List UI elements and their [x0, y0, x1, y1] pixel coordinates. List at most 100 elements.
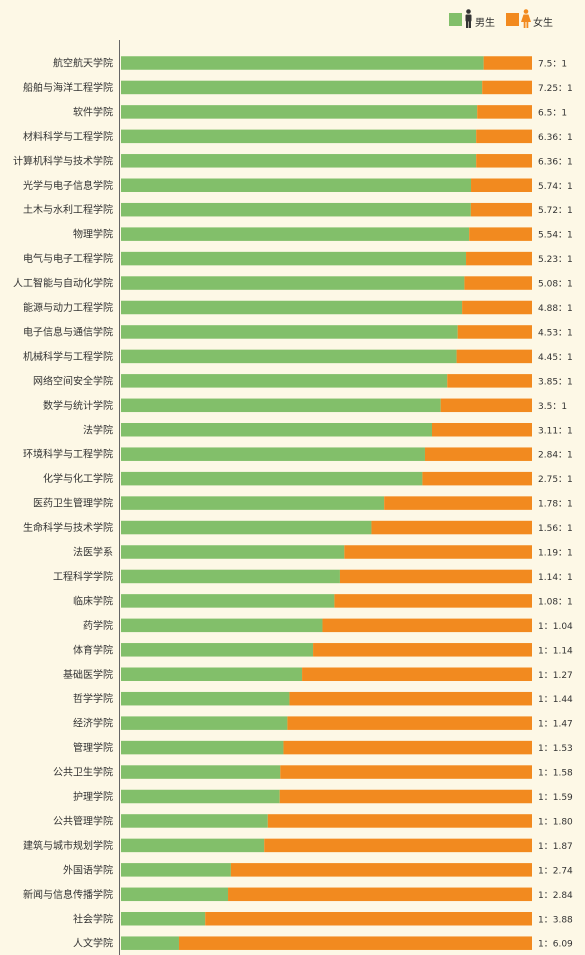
category-label: 电气与电子工程学院 [23, 252, 113, 265]
bar-female [476, 154, 532, 168]
ratio-label: 1：6.09 [538, 940, 573, 950]
bar-male [121, 178, 472, 192]
bar-row: 化学与化工学院 2.75：1 [43, 471, 573, 486]
bar-male [121, 471, 423, 486]
bar-female [228, 887, 532, 902]
bar-male [121, 202, 471, 217]
ratio-label: 7.5：1 [538, 60, 567, 70]
bar-row: 基础医学院 1：1.27 [63, 667, 573, 681]
bar-male [121, 56, 484, 70]
bar-row: 人文学院 1：6.09 [73, 936, 573, 950]
bar-male [121, 936, 179, 950]
ratio-label: 6.36：1 [538, 157, 573, 167]
ratio-label: 5.08：1 [538, 280, 573, 290]
bar-male [121, 863, 231, 877]
legend-male-label: 男生 [475, 16, 495, 29]
bar-male [121, 227, 470, 241]
bar-female [447, 374, 532, 388]
bar-male [121, 300, 463, 315]
ratio-label: 1：1.53 [538, 744, 573, 754]
category-label: 外国语学院 [63, 863, 113, 876]
category-label: 医药卫生管理学院 [33, 497, 113, 510]
category-label: 管理学院 [73, 741, 113, 754]
bar-male [121, 789, 280, 804]
bar-male [121, 765, 281, 779]
bar-female [280, 765, 532, 779]
bar-female [205, 912, 532, 926]
bar-female [469, 227, 532, 241]
ratio-label: 1：2.74 [538, 866, 573, 876]
bar-male [121, 912, 206, 926]
bar-male [121, 80, 483, 95]
ratio-label: 1：1.59 [538, 793, 573, 803]
bar-row: 外国语学院 1：2.74 [63, 863, 573, 877]
category-label: 公共卫生学院 [53, 766, 113, 779]
bar-row: 环境科学与工程学院 2.84：1 [23, 447, 573, 461]
bar-female [456, 349, 532, 364]
bar-row: 哲学学院 1：1.44 [73, 691, 573, 706]
category-label: 经济学院 [73, 717, 113, 730]
bar-female [302, 667, 532, 681]
bar-row: 电气与电子工程学院 5.23：1 [23, 251, 573, 266]
bar-female [283, 740, 532, 755]
bar-row: 光学与电子信息学院 5.74：1 [23, 178, 573, 192]
bar-male [121, 105, 478, 119]
bar-male [121, 740, 284, 755]
bar-female [384, 496, 532, 510]
ratio-label: 1：1.87 [538, 842, 573, 852]
ratio-label: 1：3.88 [538, 915, 573, 925]
category-label: 数学与统计学院 [43, 399, 113, 412]
bar-row: 工程科学学院 1.14：1 [53, 569, 573, 584]
category-label: 计算机科学与技术学院 [13, 154, 113, 167]
category-label: 软件学院 [73, 105, 113, 118]
legend: 男生 女生 [449, 9, 553, 29]
bar-female [322, 618, 532, 633]
bar-row: 公共管理学院 1：1.80 [53, 814, 573, 828]
bar-male [121, 643, 314, 657]
bar-row: 公共卫生学院 1：1.58 [53, 765, 573, 779]
bar-row: 软件学院 6.5：1 [73, 105, 567, 119]
bar-row: 医药卫生管理学院 1.78：1 [33, 496, 573, 510]
bar-female [476, 129, 532, 144]
bar-male [121, 569, 340, 584]
bar-female [424, 447, 532, 461]
bar-row: 人工智能与自动化学院 5.08：1 [13, 276, 573, 290]
bar-female [482, 80, 532, 95]
category-label: 物理学院 [73, 228, 113, 241]
category-label: 航空航天学院 [53, 57, 113, 70]
bar-male [121, 716, 288, 730]
ratio-label: 3.5：1 [538, 402, 567, 412]
bar-male [121, 838, 265, 853]
bar-female [477, 105, 532, 119]
category-label: 新闻与信息传播学院 [23, 888, 113, 901]
ratio-label: 7.25：1 [538, 84, 573, 94]
bar-row: 能源与动力工程学院 4.88：1 [23, 300, 573, 315]
female-person-icon [521, 9, 531, 28]
bar-rows: 航空航天学院 7.5：1 船舶与海洋工程学院 7.25：1 软件学院 6.5：1 材料科学与… [13, 56, 573, 950]
bar-row: 药学院 1：1.04 [83, 618, 573, 633]
ratio-label: 1：2.84 [538, 891, 573, 901]
bar-row: 电子信息与通信学院 4.53：1 [23, 325, 573, 339]
category-label: 临床学院 [73, 594, 113, 607]
category-label: 环境科学与工程学院 [23, 448, 113, 461]
category-label: 体育学院 [73, 643, 113, 656]
bar-female [264, 838, 532, 853]
bar-male [121, 349, 457, 364]
ratio-label: 1.08：1 [538, 597, 573, 607]
bar-female [432, 423, 532, 437]
bar-row: 管理学院 1：1.53 [73, 740, 573, 755]
bar-row: 生命科学与技术学院 1.56：1 [23, 520, 573, 535]
bar-row: 土木与水利工程学院 5.72：1 [23, 202, 573, 217]
category-label: 法学院 [83, 423, 113, 436]
category-label: 社会学院 [73, 912, 113, 925]
ratio-label: 4.53：1 [538, 328, 573, 338]
bar-row: 法医学系 1.19：1 [73, 545, 573, 559]
bar-row: 社会学院 1：3.88 [73, 912, 573, 926]
bar-female [422, 471, 532, 486]
ratio-label: 1：1.44 [538, 695, 573, 705]
bar-female [462, 300, 532, 315]
ratio-label: 5.72：1 [538, 206, 573, 216]
bar-row: 护理学院 1：1.59 [73, 789, 573, 804]
bar-male [121, 496, 385, 510]
